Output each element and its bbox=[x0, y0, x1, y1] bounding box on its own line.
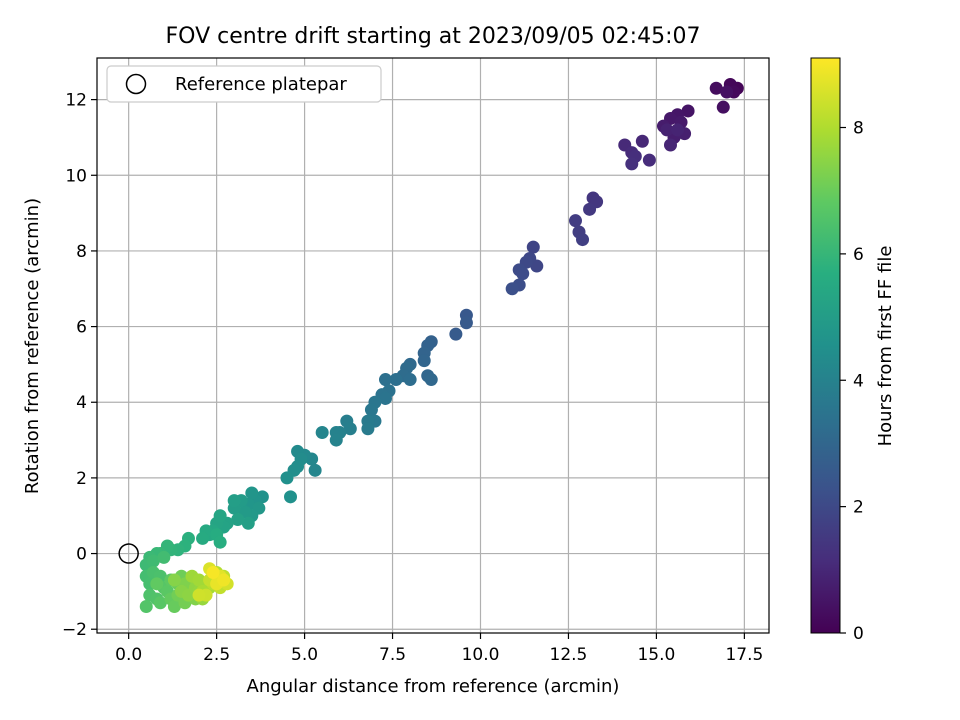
data-point bbox=[671, 123, 685, 137]
x-axis-label: Angular distance from reference (arcmin) bbox=[247, 676, 620, 697]
data-point bbox=[583, 202, 597, 216]
y-tick-label: 2 bbox=[76, 469, 87, 489]
x-tick-label: 12.5 bbox=[550, 645, 588, 665]
x-tick-label: 10.0 bbox=[462, 645, 500, 665]
data-point bbox=[280, 471, 294, 485]
y-tick-label: −2 bbox=[62, 620, 87, 640]
colorbar-tick-label: 2 bbox=[853, 498, 864, 518]
colorbar-label: Hours from first FF file bbox=[875, 246, 896, 447]
data-point bbox=[192, 588, 206, 602]
data-point bbox=[663, 138, 677, 152]
data-point bbox=[459, 316, 473, 330]
data-point bbox=[625, 157, 639, 171]
data-point bbox=[315, 426, 329, 440]
x-tick-label: 7.5 bbox=[379, 645, 406, 665]
y-axis-label: Rotation from reference (arcmin) bbox=[22, 198, 43, 494]
data-point bbox=[389, 373, 403, 387]
data-point bbox=[241, 516, 255, 530]
data-point bbox=[516, 267, 530, 281]
x-tick-label: 0.0 bbox=[115, 645, 142, 665]
legend-label: Reference platepar bbox=[175, 74, 347, 95]
grid-lines bbox=[97, 58, 769, 633]
x-tick-label: 2.5 bbox=[203, 645, 230, 665]
data-point bbox=[417, 354, 431, 368]
plot-frame bbox=[96, 57, 770, 634]
data-point bbox=[329, 433, 343, 447]
data-point bbox=[568, 214, 582, 228]
data-point bbox=[206, 565, 220, 579]
data-point bbox=[157, 550, 171, 564]
reference-platepar-marker bbox=[118, 543, 139, 564]
colorbar-tick-label: 0 bbox=[853, 624, 864, 644]
data-point bbox=[150, 577, 164, 591]
colorbar-tick-label: 8 bbox=[853, 119, 864, 139]
data-point bbox=[217, 573, 231, 587]
data-point bbox=[343, 422, 357, 436]
colorbar-ticks: 0 2 4 6 8 bbox=[840, 119, 864, 644]
data-point bbox=[196, 531, 210, 545]
data-point bbox=[681, 104, 695, 118]
colorbar-tick-label: 6 bbox=[853, 245, 864, 265]
data-point bbox=[709, 81, 723, 95]
data-point bbox=[403, 373, 417, 387]
y-tick-label: 8 bbox=[76, 242, 87, 262]
data-point bbox=[379, 373, 393, 387]
legend: Reference platepar bbox=[106, 65, 382, 103]
x-axis-ticks: 0.0 2.5 5.0 7.5 10.0 12.5 15.0 17.5 bbox=[115, 633, 763, 665]
data-point bbox=[505, 282, 519, 296]
data-point bbox=[635, 134, 649, 148]
data-point bbox=[167, 600, 181, 614]
legend-marker-icon bbox=[125, 73, 147, 95]
y-tick-label: 12 bbox=[65, 91, 87, 111]
colorbar-tick-label: 4 bbox=[853, 371, 864, 391]
data-point bbox=[284, 490, 298, 504]
x-tick-label: 17.5 bbox=[725, 645, 763, 665]
y-tick-label: 4 bbox=[76, 393, 87, 413]
data-point bbox=[361, 422, 375, 436]
data-point bbox=[192, 573, 206, 587]
data-point bbox=[642, 153, 656, 167]
data-point bbox=[720, 85, 734, 99]
x-tick-label: 5.0 bbox=[291, 645, 318, 665]
data-point bbox=[449, 327, 463, 341]
data-point bbox=[576, 233, 590, 247]
data-point bbox=[660, 123, 674, 137]
data-point bbox=[213, 535, 227, 549]
data-point bbox=[227, 494, 241, 508]
y-tick-label: 0 bbox=[76, 545, 87, 565]
data-point bbox=[308, 463, 322, 477]
data-point bbox=[146, 554, 160, 568]
chart-title: FOV centre drift starting at 2023/09/05 … bbox=[166, 24, 701, 49]
y-axis-ticks: −2 0 2 4 6 8 10 12 bbox=[62, 91, 97, 640]
data-point bbox=[153, 596, 167, 610]
y-tick-label: 10 bbox=[65, 166, 87, 186]
scatter-points bbox=[139, 77, 744, 614]
data-point bbox=[245, 486, 259, 500]
data-point bbox=[167, 573, 181, 587]
y-tick-label: 6 bbox=[76, 318, 87, 338]
legend-box bbox=[106, 65, 382, 103]
data-point bbox=[526, 240, 540, 254]
colorbar bbox=[810, 57, 841, 634]
data-point bbox=[213, 509, 227, 523]
data-point bbox=[424, 373, 438, 387]
data-point bbox=[231, 513, 245, 527]
data-point bbox=[716, 100, 730, 114]
x-tick-label: 15.0 bbox=[637, 645, 675, 665]
data-point bbox=[379, 391, 393, 405]
data-point bbox=[364, 403, 378, 417]
data-point bbox=[139, 600, 153, 614]
